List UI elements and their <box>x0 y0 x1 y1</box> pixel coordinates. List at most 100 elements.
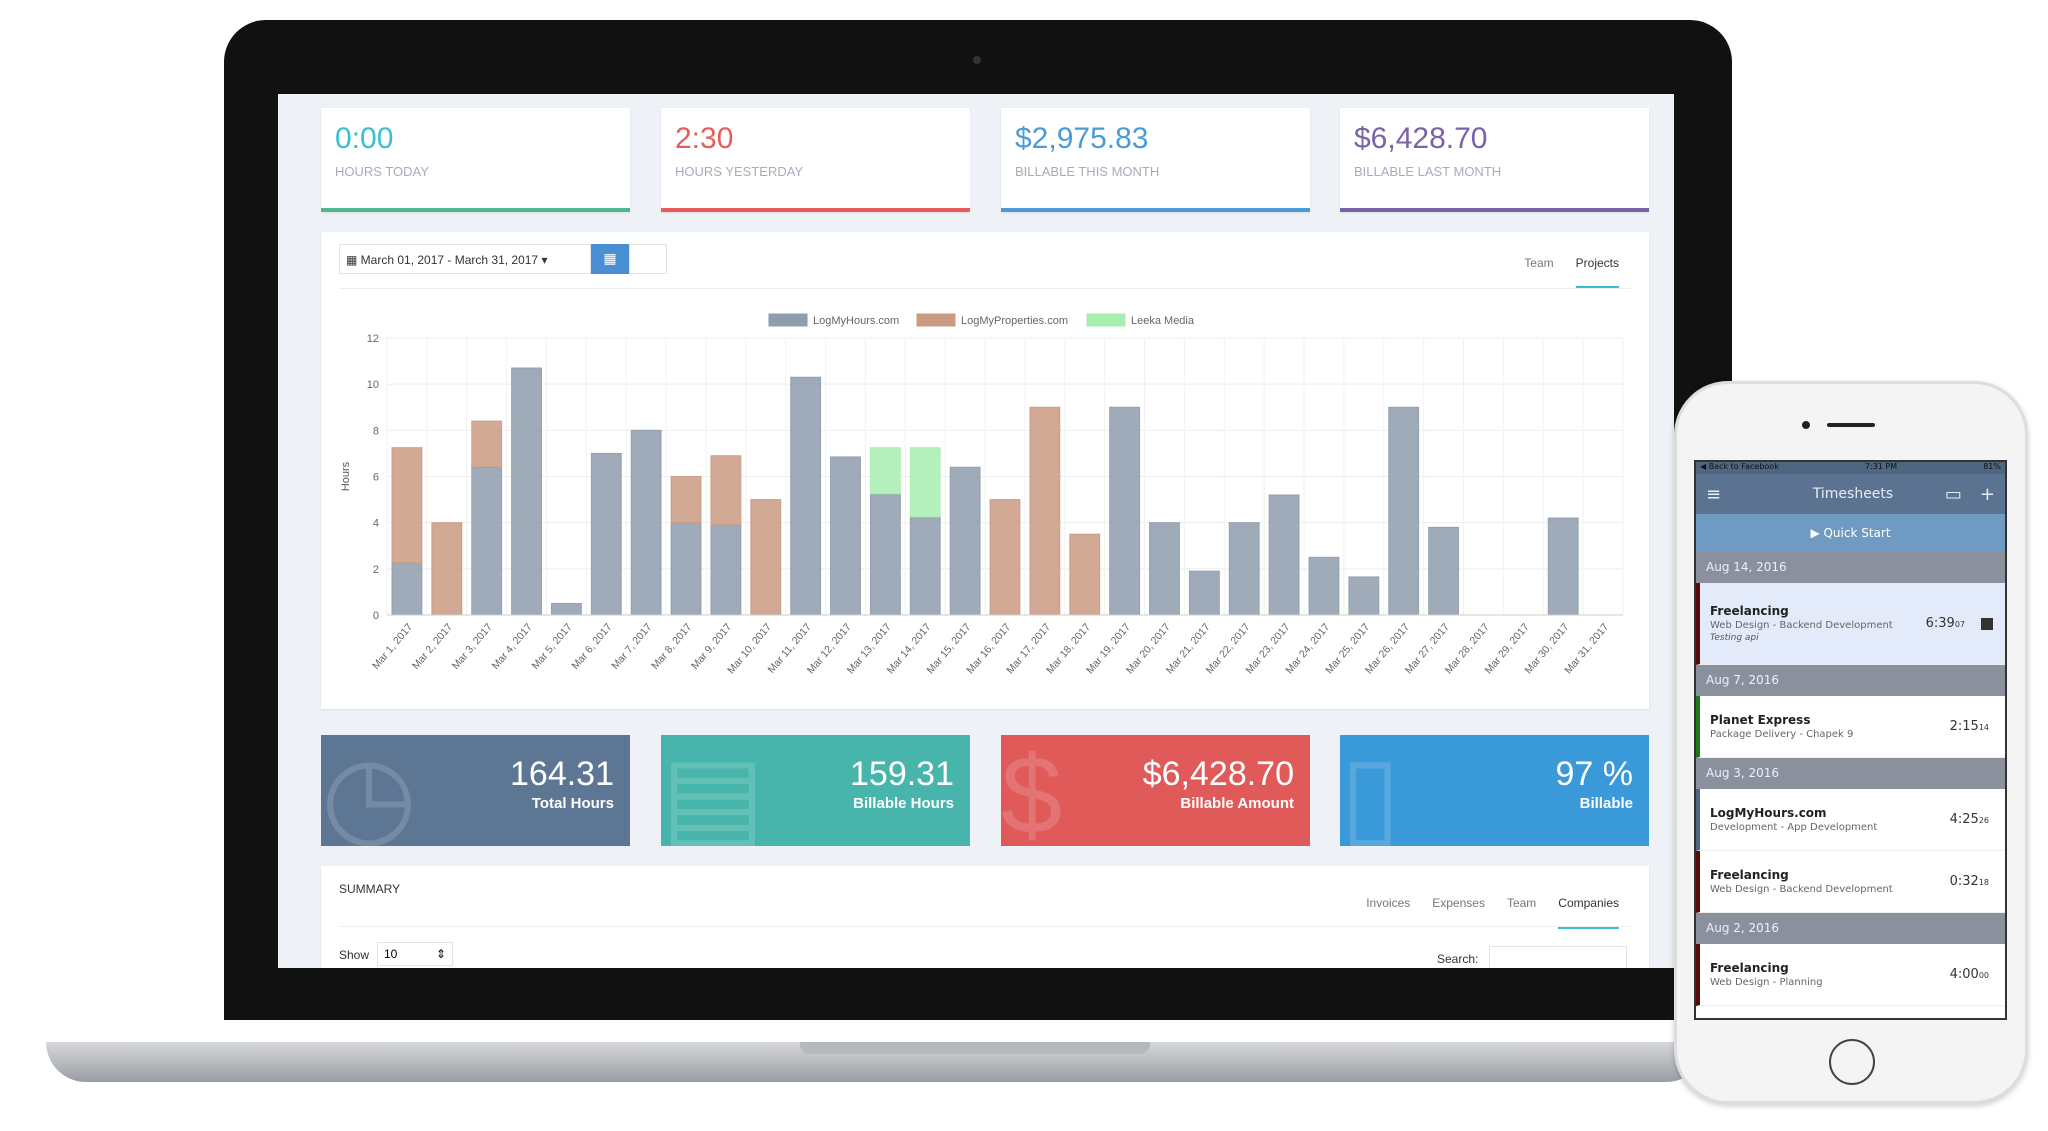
search-input[interactable] <box>1489 946 1627 968</box>
stat-value: 159.31 <box>850 755 954 793</box>
tab-expenses[interactable]: Expenses <box>1432 896 1485 910</box>
timesheet-entry[interactable]: Freelancing Web Design - Backend Developm… <box>1696 851 2005 913</box>
bar-logmyhours-com <box>1547 517 1579 616</box>
entry-subtitle: Web Design - Backend Development <box>1710 620 1893 631</box>
bar-logmyproperties-com <box>989 499 1021 616</box>
calendar-icon[interactable]: ▭ <box>1944 483 1962 505</box>
grid-view-button[interactable]: ▦ <box>591 244 629 274</box>
divider <box>339 288 1631 289</box>
entry-time: 0:3218 <box>1949 874 1989 889</box>
quick-start-button[interactable]: ▶ Quick Start <box>1696 514 2005 552</box>
entry-note: Testing api <box>1710 633 1759 643</box>
stat-tile: ◷ 164.31 Total Hours <box>321 735 630 846</box>
timesheet-entry[interactable]: Freelancing Web Design - Planning 4:0000 <box>1696 944 2005 1006</box>
nav-title: Timesheets <box>1812 486 1894 502</box>
tab-team[interactable]: Team <box>1524 256 1554 270</box>
bar-logmyhours-com <box>830 456 861 616</box>
bar-logmyproperties-com <box>670 476 702 524</box>
bar-logmyhours-com <box>1228 522 1260 616</box>
bar-logmyhours-com <box>670 522 702 616</box>
entry-subtitle: Web Design - Planning <box>1710 977 1823 988</box>
entry-title: LogMyHours.com <box>1710 806 1827 820</box>
legend-label: LogMyProperties.com <box>961 315 1068 327</box>
entry-subtitle: Web Design - Backend Development <box>1710 884 1893 895</box>
y-tick-label: 8 <box>373 425 379 437</box>
bar-logmyhours-com <box>1149 522 1180 616</box>
kpi-accent-bar <box>661 208 970 212</box>
nav-bar: ≡ Timesheets ▭ + <box>1696 474 2005 514</box>
camera-icon <box>973 56 981 64</box>
page-size-select[interactable]: 10 ⇕ <box>377 942 453 966</box>
phone-screen: ◀ Back to Facebook 7:31 PM 81% ≡ Timeshe… <box>1694 460 2007 1020</box>
bar-logmyhours-com <box>1388 406 1420 616</box>
entry-title: Freelancing <box>1710 604 1789 618</box>
entry-title: Freelancing <box>1710 961 1789 975</box>
kpi-accent-bar <box>321 208 630 212</box>
bar-logmyhours-com <box>1348 576 1380 616</box>
tab-team[interactable]: Team <box>1506 896 1537 910</box>
calendar-icon: ▦ <box>346 253 361 267</box>
grid-icon: ▦ <box>603 250 617 266</box>
bar-logmyproperties-com <box>471 420 503 468</box>
summary-panel: SUMMARY Invoices Expenses Team Companies… <box>321 866 1649 968</box>
battery-icon: 81% <box>1983 462 2001 471</box>
add-icon[interactable]: + <box>1979 483 1995 505</box>
bar-logmyhours-com <box>471 466 503 616</box>
back-link[interactable]: ◀ Back to Facebook <box>1700 462 1779 471</box>
bar-logmyproperties-com <box>710 455 742 526</box>
summary-title: SUMMARY <box>339 882 401 896</box>
stat-label: Billable Amount <box>1180 795 1294 812</box>
bar-logmyhours-com <box>909 516 941 616</box>
menu-icon[interactable]: ≡ <box>1706 483 1722 505</box>
chart-tabs: Team Projects <box>1524 256 1619 289</box>
date-range-picker[interactable]: ▦ March 01, 2017 - March 31, 2017 ▾ <box>339 244 591 274</box>
laptop-notch <box>800 1042 1150 1054</box>
bar-leeka-media <box>869 447 901 495</box>
alt-view-button[interactable] <box>629 244 667 274</box>
bar-logmyhours-com <box>949 466 981 616</box>
document-icon: ▯ <box>1340 735 1401 847</box>
bar-logmyhours-com <box>1188 570 1220 616</box>
kpi-accent-bar <box>1001 208 1310 212</box>
stat-value: 164.31 <box>510 755 614 793</box>
clock-icon: ◷ <box>321 735 417 847</box>
y-tick-label: 6 <box>373 472 379 484</box>
y-tick-label: 2 <box>373 564 379 576</box>
y-tick-label: 12 <box>367 333 379 345</box>
tab-invoices[interactable]: Invoices <box>1366 896 1411 910</box>
kpi-card: 0:00 HOURS TODAY <box>321 108 630 212</box>
y-tick-label: 0 <box>373 610 379 622</box>
entry-time: 2:1514 <box>1949 719 1989 734</box>
kpi-value: 2:30 <box>675 122 734 155</box>
timesheet-entry[interactable]: Freelancing Web Design - Backend Developm… <box>1696 583 2005 665</box>
home-button[interactable] <box>1829 1039 1875 1085</box>
entry-subtitle: Development - App Development <box>1710 822 1878 833</box>
stat-tile: ▯ 97 % Billable <box>1340 735 1649 846</box>
timesheet-entry[interactable]: LogMyHours.com Development - App Developm… <box>1696 789 2005 851</box>
bar-logmyhours-com <box>391 562 423 616</box>
tab-companies[interactable]: Companies <box>1558 896 1619 929</box>
kpi-card: 2:30 HOURS YESTERDAY <box>661 108 970 212</box>
kpi-label: HOURS YESTERDAY <box>675 164 804 179</box>
stat-label: Total Hours <box>531 795 614 812</box>
entry-time: 4:2526 <box>1949 812 1989 827</box>
bar-logmyhours-com <box>1308 556 1340 616</box>
y-tick-label: 10 <box>367 379 379 391</box>
legend-swatch <box>768 313 808 327</box>
dollar-icon: $ <box>1001 735 1063 847</box>
date-header: Aug 14, 2016 <box>1696 552 2005 583</box>
kpi-card: $6,428.70 BILLABLE LAST MONTH <box>1340 108 1649 212</box>
status-time: 7:31 PM <box>1864 462 1898 471</box>
tab-projects[interactable]: Projects <box>1575 256 1619 289</box>
select-arrow-icon: ⇕ <box>435 947 446 961</box>
bar-logmyhours-com <box>511 367 542 616</box>
kpi-accent-bar <box>1340 208 1649 212</box>
bar-logmyhours-com <box>630 429 662 616</box>
bar-logmyproperties-com <box>391 447 423 564</box>
stop-icon[interactable] <box>1981 617 1993 630</box>
stat-label: Billable Hours <box>853 795 954 812</box>
stat-label: Billable <box>1579 795 1633 812</box>
bar-leeka-media <box>909 447 941 518</box>
timesheet-entry[interactable]: Planet Express Package Delivery - Chapek … <box>1696 696 2005 758</box>
date-header: Aug 2, 2016 <box>1696 913 2005 944</box>
